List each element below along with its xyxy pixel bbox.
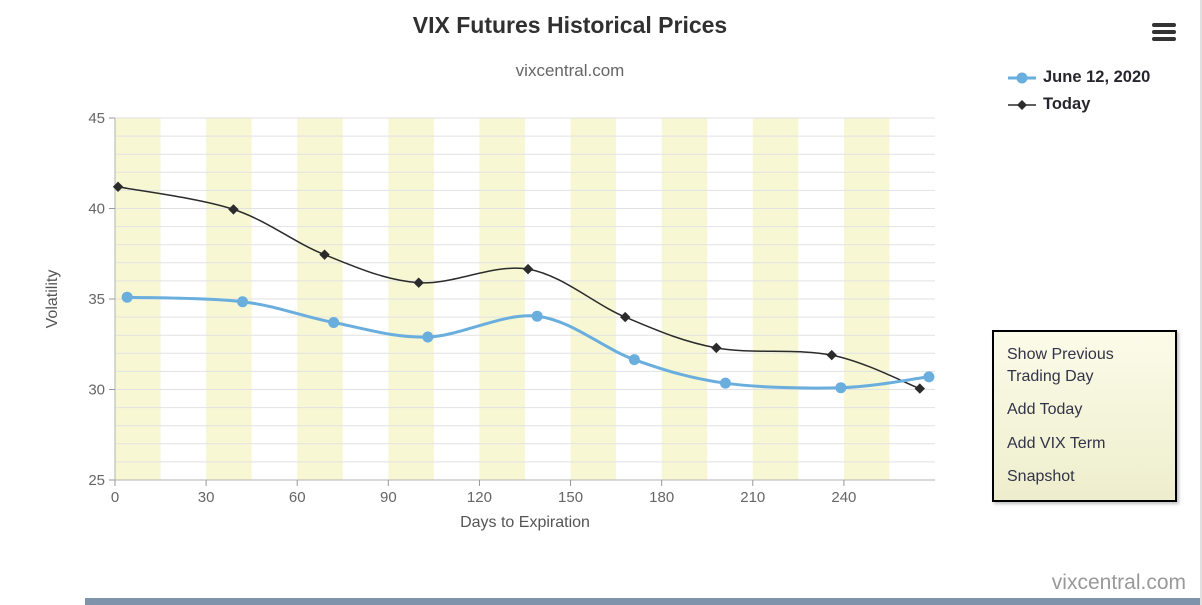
legend-item-june-12-2020[interactable]: June 12, 2020 <box>1008 68 1150 87</box>
x-tick-label: 240 <box>831 489 856 506</box>
hamburger-bar <box>1152 30 1176 34</box>
x-tick-label: 90 <box>380 489 397 506</box>
y-tick-label: 25 <box>88 472 105 489</box>
y-tick-label: 40 <box>88 201 105 218</box>
hamburger-bar <box>1152 23 1176 27</box>
y-axis-title: Volatility <box>44 270 61 329</box>
y-tick-label: 30 <box>88 382 105 399</box>
page-title: VIX Futures Historical Prices <box>412 12 728 38</box>
legend-label: Today <box>1043 95 1091 113</box>
legend-circle-marker-icon <box>1008 72 1036 83</box>
series-point-diamond[interactable] <box>620 311 631 323</box>
x-tick-label: 210 <box>740 489 765 506</box>
menu-item-add-today[interactable]: Add Today <box>1007 401 1083 419</box>
page-subtitle: vixcentral.com <box>515 61 625 80</box>
chart-legend: June 12, 2020 Today <box>1008 68 1150 114</box>
series-point-circle[interactable] <box>121 291 133 303</box>
series-point-circle[interactable] <box>328 317 340 329</box>
x-tick-label: 150 <box>558 489 583 506</box>
series-point-diamond[interactable] <box>914 383 926 394</box>
series-point-circle[interactable] <box>628 354 640 366</box>
series-point-circle[interactable] <box>719 377 731 389</box>
series-point-diamond[interactable] <box>228 204 239 215</box>
hamburger-bar <box>1152 37 1176 41</box>
watermark: vixcentral.com <box>1051 571 1186 594</box>
y-tick-label: 45 <box>88 110 105 127</box>
hamburger-menu-icon[interactable] <box>1152 23 1176 44</box>
series-point-diamond[interactable] <box>711 342 722 354</box>
y-tick-label: 35 <box>88 291 105 308</box>
series-point-diamond[interactable] <box>112 181 124 192</box>
chart-context-menu: Show Previous Trading Day Add Today Add … <box>992 330 1177 502</box>
x-tick-label: 30 <box>198 489 215 506</box>
menu-item-add-vix-term[interactable]: Add VIX Term <box>1007 434 1106 452</box>
series-point-diamond[interactable] <box>413 277 424 288</box>
legend-item-today[interactable]: Today <box>1008 95 1150 114</box>
series-point-circle[interactable] <box>923 371 935 383</box>
series-point-diamond[interactable] <box>522 263 534 275</box>
series-point-circle[interactable] <box>531 310 543 322</box>
x-tick-label: 60 <box>289 489 306 506</box>
bottom-bar <box>85 598 1202 605</box>
series-point-circle[interactable] <box>422 331 434 343</box>
legend-label: June 12, 2020 <box>1043 68 1151 86</box>
x-axis-title: Days to Expiration <box>460 514 590 531</box>
x-tick-label: 180 <box>649 489 674 506</box>
x-tick-label: 120 <box>467 489 492 506</box>
series-point-diamond[interactable] <box>826 349 837 361</box>
series-point-circle[interactable] <box>835 382 847 394</box>
legend-diamond-marker-icon <box>1008 99 1036 110</box>
series-point-diamond[interactable] <box>319 249 330 260</box>
x-tick-label: 0 <box>111 489 119 506</box>
menu-item-show-previous-trading-day[interactable]: Show Previous Trading Day <box>1007 346 1114 385</box>
series-point-circle[interactable] <box>237 296 249 308</box>
menu-item-snapshot[interactable]: Snapshot <box>1007 468 1075 486</box>
right-edge-divider <box>1200 0 1202 605</box>
